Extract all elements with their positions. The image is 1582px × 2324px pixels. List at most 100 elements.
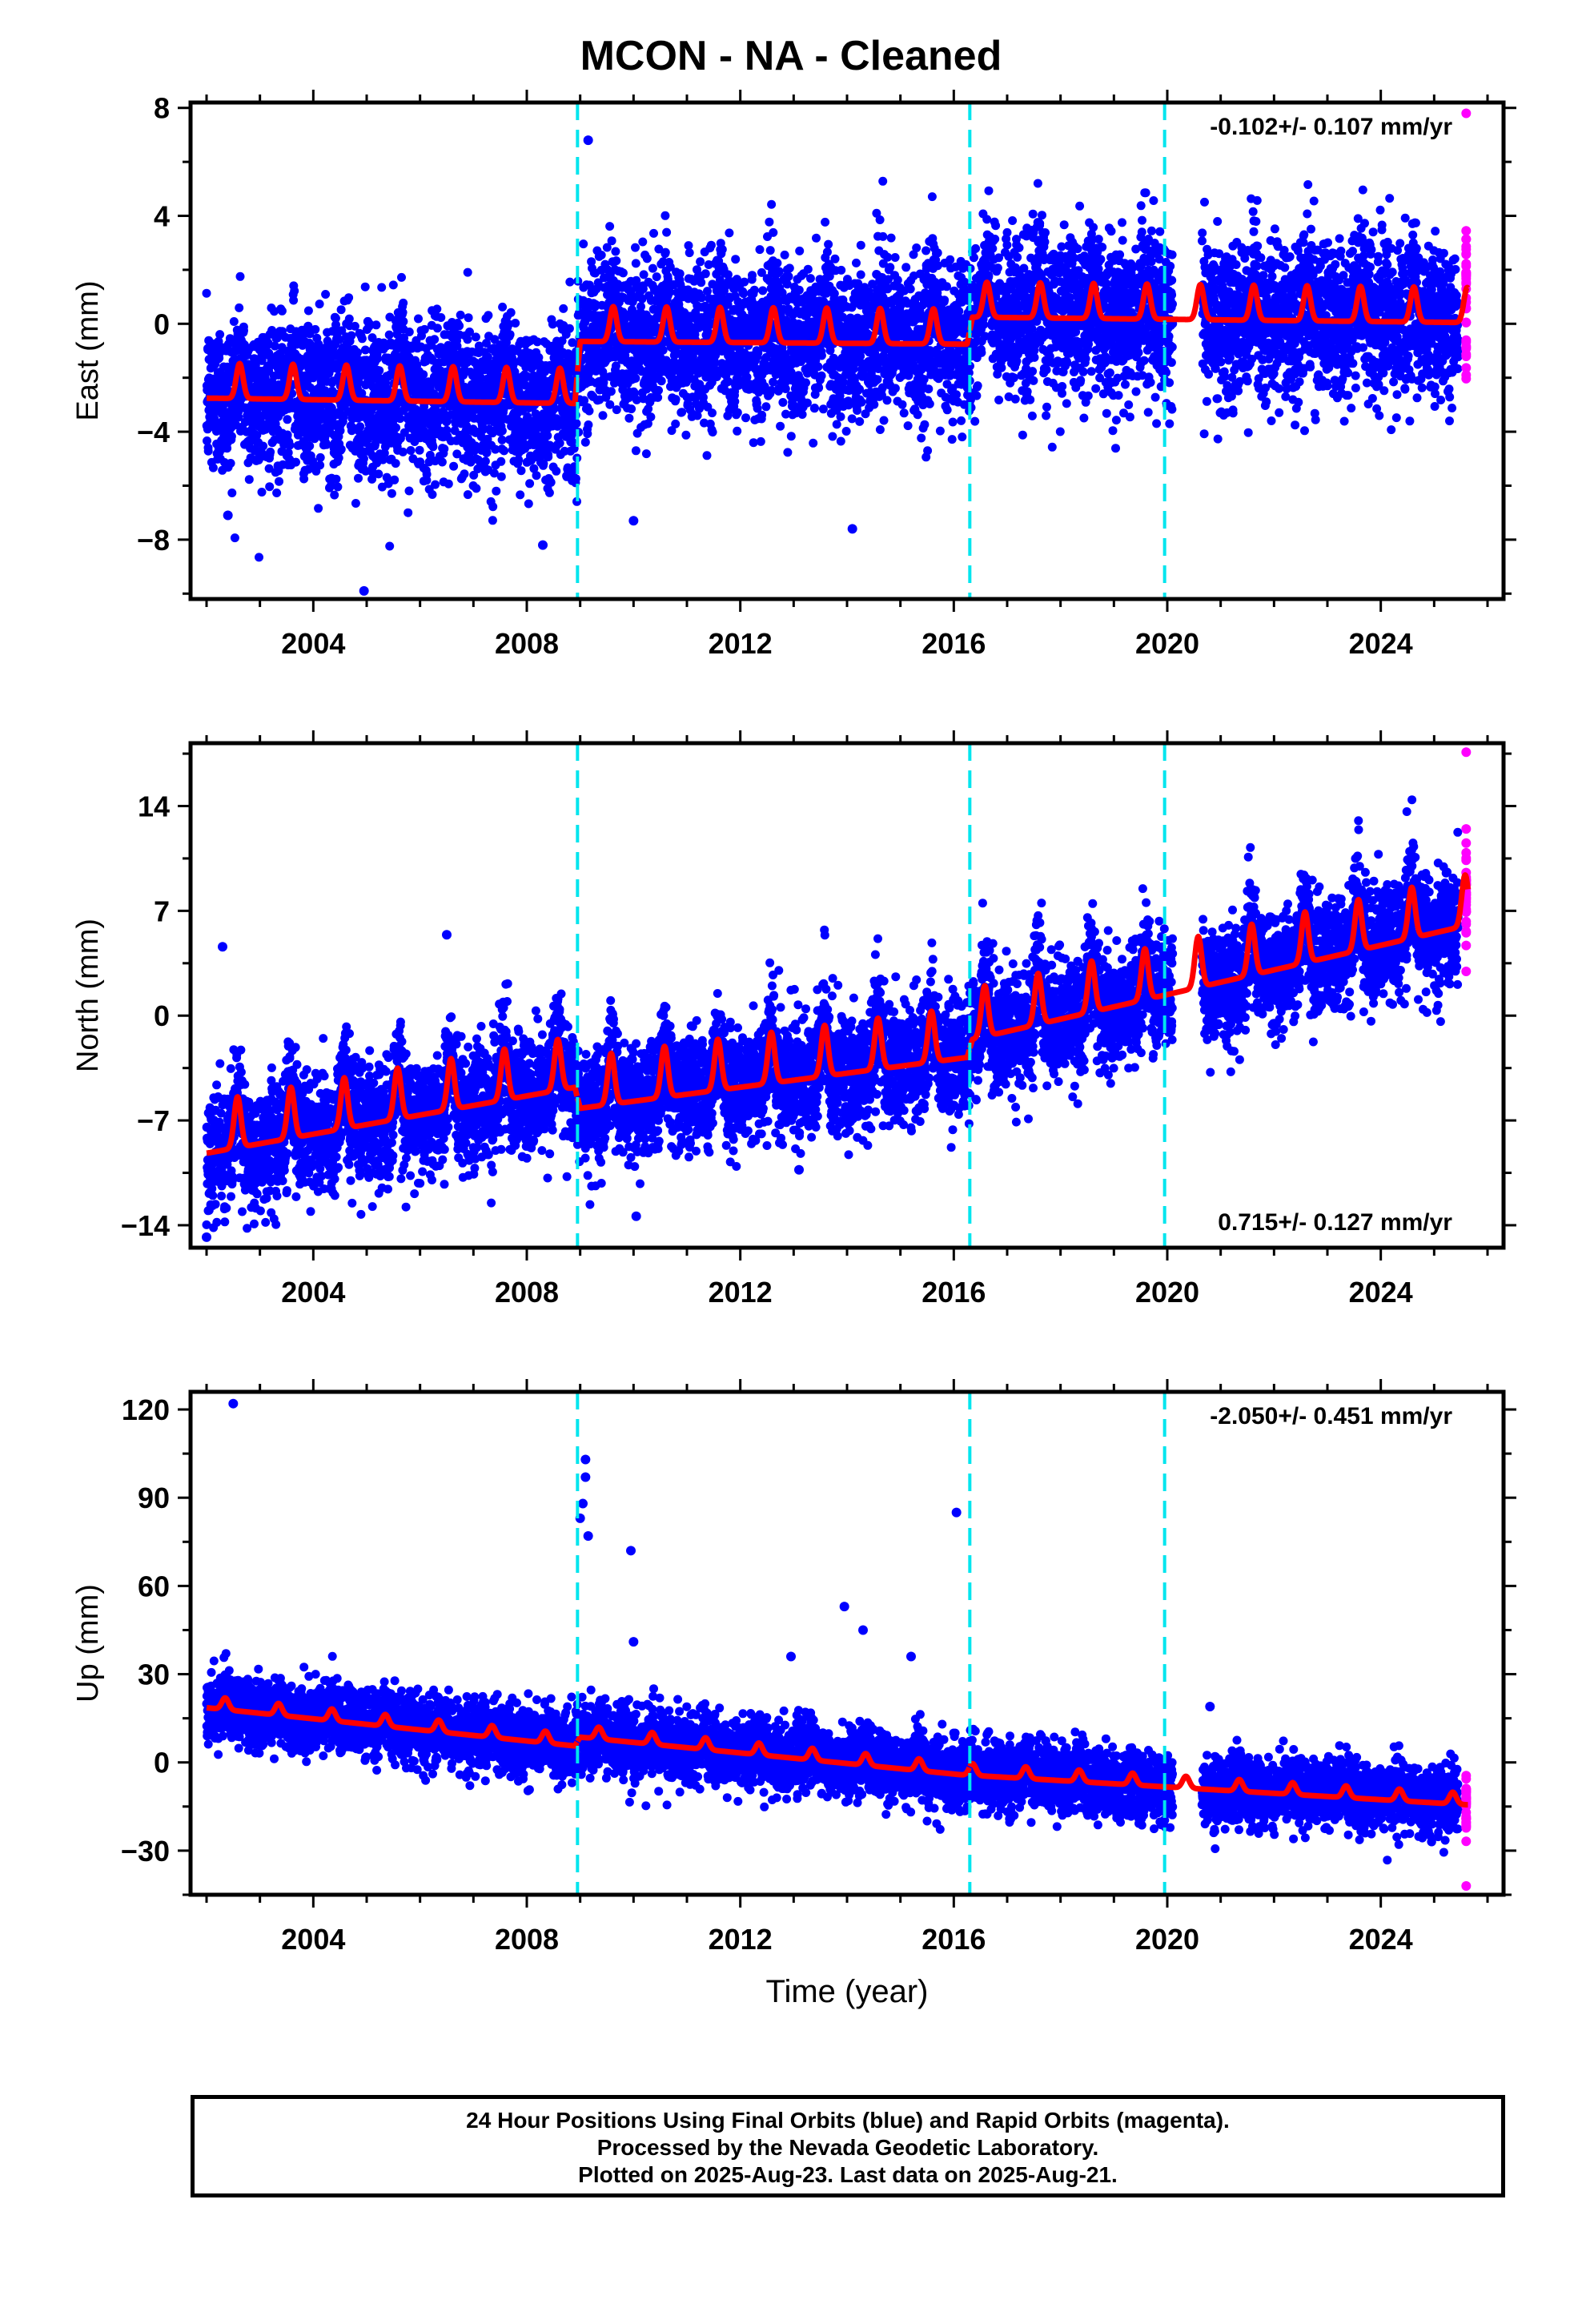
final-orbit-point: [449, 461, 459, 471]
final-orbit-point: [505, 330, 515, 340]
final-orbit-point: [652, 272, 661, 282]
final-orbit-point: [696, 257, 705, 267]
final-orbit-point: [596, 251, 606, 259]
final-orbit-point: [399, 316, 408, 326]
final-orbit-point: [564, 324, 574, 333]
final-orbit-point: [406, 446, 416, 455]
final-orbit-point: [559, 304, 568, 313]
final-orbit-point: [803, 264, 813, 274]
final-orbit-point: [813, 362, 823, 372]
final-orbit-point: [357, 334, 367, 344]
final-orbit-point: [702, 451, 712, 460]
final-orbit-point: [398, 308, 408, 317]
final-orbit-point: [781, 384, 790, 393]
final-orbit-point: [377, 283, 387, 292]
final-orbit-point: [463, 267, 472, 277]
final-orbit-point: [516, 466, 526, 476]
final-orbit-point: [361, 466, 371, 476]
final-orbit-point: [786, 432, 796, 441]
final-orbit-point: [428, 442, 438, 452]
final-orbit-point: [572, 419, 581, 428]
final-orbit-point: [480, 456, 490, 466]
final-orbit-point: [374, 469, 383, 479]
final-orbit-point: [464, 313, 473, 323]
final-orbit-point: [646, 412, 656, 422]
final-orbit-point: [885, 263, 895, 272]
final-orbit-point: [234, 412, 243, 422]
final-orbit-point: [855, 416, 865, 426]
final-orbit-point: [385, 541, 395, 551]
final-orbit-point: [375, 366, 384, 376]
final-orbit-point: [230, 533, 239, 543]
final-orbit-point: [202, 288, 211, 298]
final-orbit-point: [882, 396, 892, 405]
final-orbit-point: [257, 488, 267, 497]
final-orbit-point: [583, 429, 592, 439]
final-orbit-point: [920, 420, 930, 429]
final-orbit-point: [371, 320, 381, 330]
final-orbit-point: [856, 240, 865, 250]
final-orbit-point: [836, 412, 845, 421]
final-orbit-point: [662, 227, 672, 237]
final-orbit-point: [360, 345, 370, 355]
final-orbit-point: [354, 377, 363, 387]
final-orbit-point: [875, 215, 885, 224]
final-orbit-point: [817, 351, 826, 360]
final-orbit-point: [235, 271, 245, 281]
final-orbit-point: [252, 430, 262, 440]
final-orbit-point: [432, 304, 442, 314]
final-orbit-point: [879, 416, 889, 425]
final-orbit-point: [631, 446, 640, 456]
final-orbit-point: [730, 396, 740, 406]
final-orbit-point: [869, 400, 879, 409]
final-orbit-point: [661, 211, 670, 220]
final-orbit-point: [912, 243, 921, 252]
final-orbit-point: [802, 398, 812, 408]
final-orbit-point: [878, 231, 888, 241]
final-orbit-point: [612, 405, 621, 415]
final-orbit-point: [748, 271, 757, 280]
final-orbit-point: [347, 331, 356, 340]
final-orbit-point: [335, 426, 345, 436]
final-orbit-point: [463, 490, 472, 500]
final-orbit-point: [612, 256, 621, 266]
final-orbit-point: [903, 421, 913, 431]
final-orbit-point: [425, 450, 435, 460]
final-orbit-point: [607, 236, 616, 246]
final-orbit-point: [546, 477, 556, 487]
final-orbit-point: [853, 406, 862, 415]
final-orbit-point: [336, 305, 346, 315]
final-orbit-point: [314, 504, 323, 513]
final-orbit-point: [471, 332, 480, 342]
final-orbit-point: [291, 457, 300, 467]
final-orbit-point: [767, 199, 777, 209]
final-orbit-point: [516, 490, 525, 500]
final-orbit-point: [631, 373, 640, 383]
final-orbit-point: [496, 472, 506, 481]
final-orbit-point: [631, 259, 640, 268]
final-orbit-point: [350, 321, 359, 331]
final-orbit-point: [500, 446, 509, 456]
final-orbit-point: [773, 259, 782, 267]
final-orbit-point: [765, 217, 774, 227]
final-orbit-point: [565, 277, 575, 287]
final-orbit-point: [757, 410, 767, 420]
final-orbit-point: [331, 474, 341, 484]
final-orbit-point: [384, 330, 394, 340]
final-orbit-point: [321, 290, 331, 299]
final-orbit-point: [203, 446, 213, 456]
final-orbit-point: [809, 438, 818, 448]
final-orbit-point: [525, 479, 535, 489]
final-orbit-point: [511, 319, 520, 328]
final-orbit-point: [642, 254, 652, 263]
final-orbit-point: [814, 383, 824, 392]
final-orbit-point: [283, 448, 293, 457]
final-orbit-point: [331, 320, 340, 329]
final-orbit-point: [717, 245, 727, 254]
final-orbit-point: [810, 404, 819, 412]
final-orbit-point: [497, 426, 507, 436]
final-orbit-point: [765, 246, 775, 255]
final-orbit-point: [437, 457, 447, 467]
final-orbit-point: [387, 489, 396, 498]
